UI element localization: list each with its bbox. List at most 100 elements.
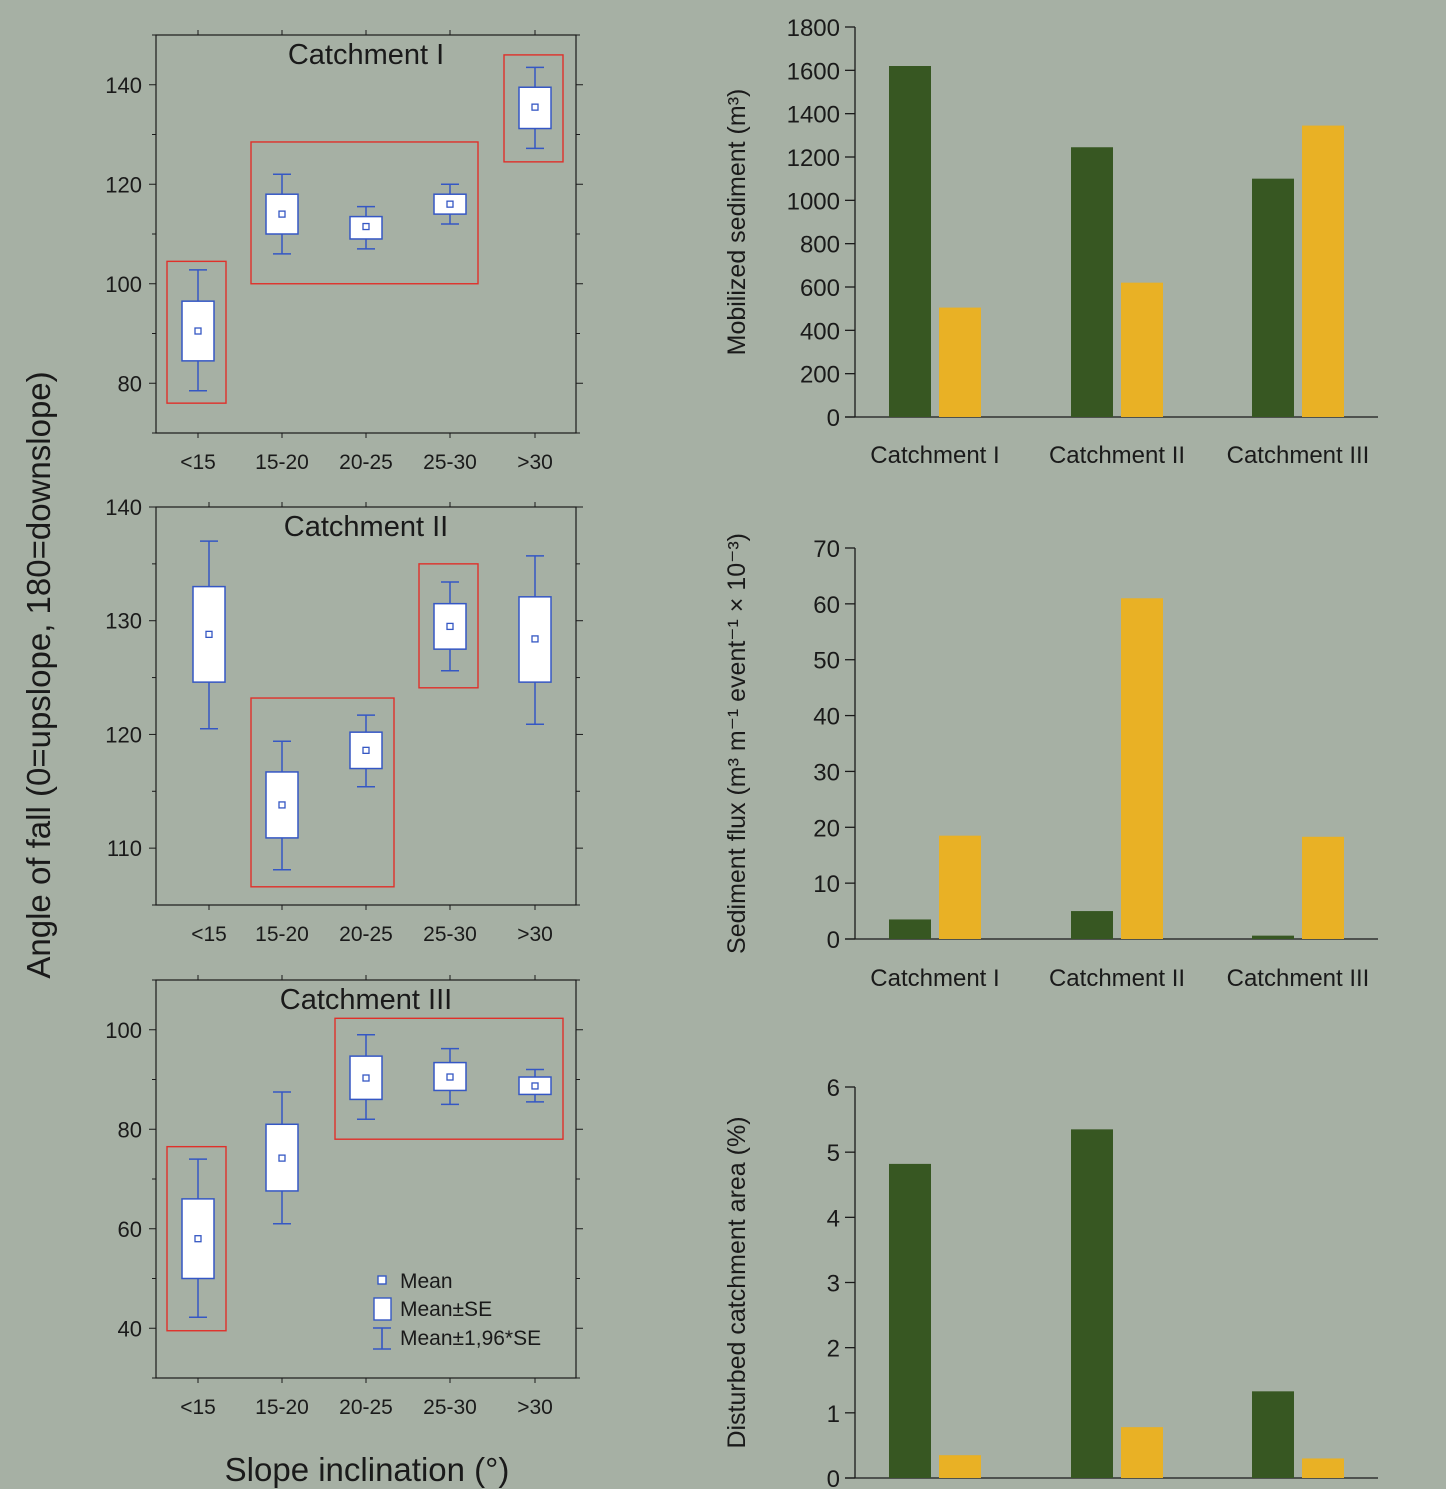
y-tick-label: 80 (118, 1117, 142, 1142)
mean-marker (446, 622, 454, 631)
y-tick-label: 60 (118, 1217, 142, 1242)
whisker (273, 173, 291, 255)
x-tick-label: Catchment I (870, 965, 999, 992)
y-tick-label: 1400 (787, 102, 840, 129)
x-tick-label: <15 (180, 1396, 216, 1419)
y-tick-label: 1 (827, 1401, 840, 1428)
bar-chart-panels: 020040060080010001200140016001800Mobiliz… (723, 15, 1378, 1489)
legend: Mean Mean±SE Mean±1,96*SE (373, 1270, 541, 1350)
bar (939, 307, 981, 417)
box-<15 (192, 540, 226, 730)
mean-marker (194, 1235, 202, 1243)
y-tick-label: 1200 (787, 145, 840, 172)
y-tick-label: 2 (827, 1336, 840, 1363)
box-20-25 (349, 1033, 383, 1121)
panel-title: Catchment III (280, 984, 452, 1016)
x-tick-label: <15 (180, 451, 216, 474)
legend-ci-marker (373, 1327, 391, 1350)
box-25-30 (433, 1047, 467, 1106)
y-tick-label: 1600 (787, 58, 840, 85)
whisker (526, 1068, 544, 1103)
left-y-axis-label: Angle of fall (0=upslope, 180=downslope) (20, 371, 57, 978)
mean-marker (446, 1073, 454, 1081)
bar (889, 66, 931, 417)
x-tick-label: 15-20 (255, 1396, 309, 1419)
whisker (357, 205, 375, 250)
bar (1252, 1391, 1294, 1478)
x-tick-label: 25-30 (423, 451, 477, 474)
x-tick-label: Catchment III (1227, 965, 1370, 992)
highlight-box (418, 563, 479, 689)
mean-marker (205, 630, 213, 639)
bar (939, 835, 981, 939)
y-axis-label: Mobilized sediment (m³) (723, 89, 751, 356)
bar (1121, 282, 1163, 417)
mean-marker (531, 103, 539, 111)
box-panel-1: 80 100 120 140 <15 15-20 20-25 25-30 >30 Catchmen… (105, 30, 583, 474)
plot-frame (155, 506, 577, 906)
whisker (526, 555, 544, 725)
y-tick-label: 80 (118, 371, 142, 396)
x-tick-label: >30 (517, 923, 553, 946)
bar (1302, 836, 1344, 939)
box-<15 (181, 1158, 215, 1319)
y-tick-label: 400 (800, 318, 840, 345)
y-tick-label: 100 (105, 272, 142, 297)
legend-se-marker (373, 1297, 392, 1321)
bar-panel-2: 0 10 20 30 40 50 60 70 Sediment flux (m³ m⁻¹ eve… (723, 533, 1378, 992)
mean-marker (278, 801, 286, 809)
bar-panel-1: 0 200 400 600 800 1000 1200 1400 1600 1800 Mobiliz… (723, 15, 1378, 469)
box-25-30 (433, 183, 467, 225)
highlight-box (250, 141, 479, 285)
whisker (189, 269, 207, 392)
x-tick-label: >30 (517, 451, 553, 474)
whisker (357, 1033, 375, 1121)
x-tick-label: <15 (191, 923, 227, 946)
box-15-20 (265, 1091, 299, 1225)
y-tick-label: 4 (827, 1205, 840, 1232)
mean-marker (362, 222, 370, 231)
mean-marker (362, 746, 370, 754)
x-tick-label: 15-20 (255, 451, 309, 474)
x-tick-label: >30 (517, 1396, 553, 1419)
bar (1302, 1458, 1344, 1478)
highlight-box (250, 697, 395, 888)
bar (939, 1455, 981, 1478)
whisker (273, 740, 291, 871)
y-tick-label: 10 (813, 871, 840, 898)
mean-marker (278, 1154, 286, 1162)
box-<15 (181, 269, 215, 392)
box->30 (518, 1068, 552, 1103)
mean-marker (362, 1074, 370, 1082)
y-tick-label: 120 (105, 172, 142, 197)
x-tick-label: 25-30 (423, 923, 477, 946)
y-tick-label: 120 (105, 722, 142, 747)
y-tick-label: 140 (105, 495, 142, 520)
legend-mean-label: Mean (400, 1270, 453, 1293)
x-tick-label: 25-30 (423, 1396, 477, 1419)
mean-marker (531, 1082, 539, 1090)
x-tick-label: 20-25 (339, 451, 393, 474)
mean-marker (531, 635, 539, 643)
legend-ci-label: Mean±1,96*SE (400, 1327, 541, 1350)
bar-panel-3: 0 1 2 3 4 5 6 Disturbed catchment area (%) (723, 1075, 1378, 1489)
y-tick-label: 60 (813, 592, 840, 619)
y-tick-label: 40 (118, 1316, 142, 1341)
x-tick-label: 20-25 (339, 923, 393, 946)
highlight-box (334, 1017, 564, 1140)
highlight-box (503, 54, 564, 163)
x-tick-label: Catchment I (870, 442, 999, 469)
bar (1252, 178, 1294, 417)
panel-title: Catchment I (288, 39, 444, 71)
bar (1071, 1129, 1113, 1478)
bar (1071, 911, 1113, 939)
box-plot-panels: 80 100 120 140 <15 15-20 20-25 25-30 >30 Catchmen… (105, 30, 583, 1419)
box-25-30 (433, 581, 467, 672)
se-box (349, 731, 383, 770)
highlight-box (166, 260, 227, 404)
bar (1302, 125, 1344, 417)
box-panel-3: 40 60 80 100 <15 15-20 20-25 25-30 >30 Catchment … (105, 975, 583, 1419)
legend-mean-marker (377, 1275, 387, 1285)
y-tick-label: 70 (813, 536, 840, 563)
bar (1121, 1427, 1163, 1478)
